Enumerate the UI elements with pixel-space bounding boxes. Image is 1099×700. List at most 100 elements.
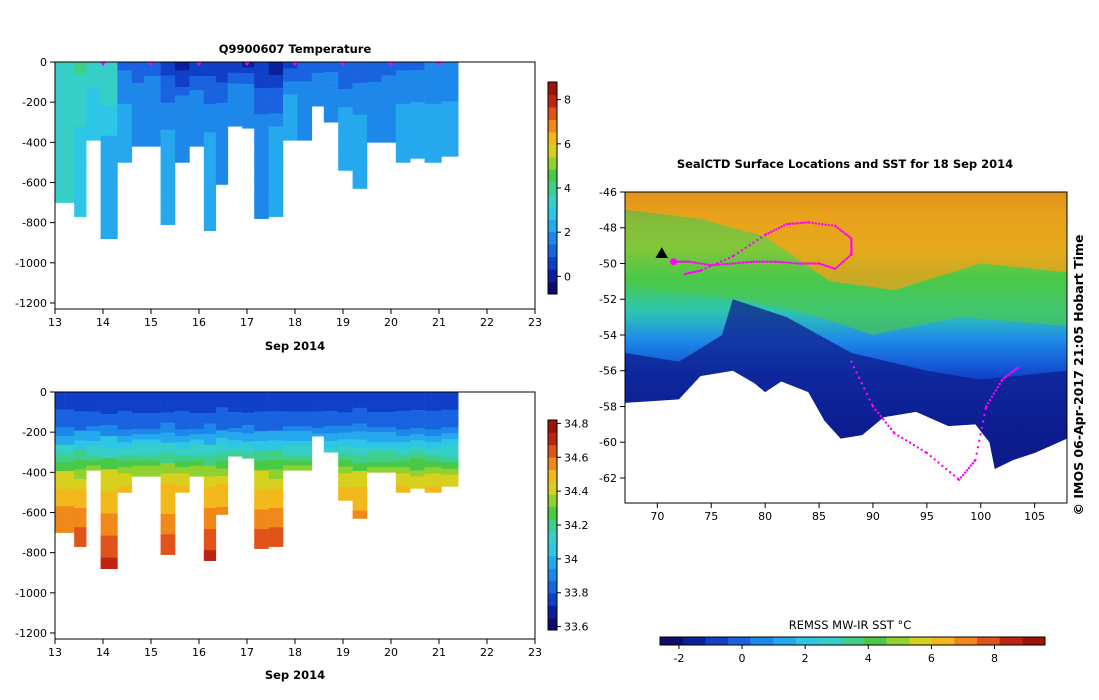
track-point (850, 360, 853, 363)
temperature-cell (323, 82, 339, 88)
colorbar-segment (548, 457, 557, 470)
salinity-cell (410, 428, 425, 435)
track-point (901, 436, 904, 440)
salinity-cell (424, 429, 442, 437)
temperature-cell (395, 95, 411, 105)
salinity-cell (117, 479, 133, 487)
salinity-cell (268, 507, 284, 518)
salinity-cell (55, 462, 65, 472)
salinity-cell (74, 527, 87, 538)
temperature-cell (227, 72, 243, 79)
colorbar-tick-label: 6 (928, 652, 935, 665)
track-point (769, 230, 773, 234)
salinity-cell (338, 493, 353, 501)
salinity-cell (395, 473, 411, 481)
salinity-cell (395, 392, 411, 399)
temperature-cell (86, 81, 101, 89)
salinity-cell (86, 450, 101, 456)
temperature-cell (311, 84, 325, 89)
temperature-cell (131, 62, 145, 70)
temperature-cell (64, 73, 75, 86)
temperature-cell (268, 139, 284, 153)
salinity-cell (203, 529, 217, 540)
temperature-cell (143, 132, 161, 140)
salinity-cell (86, 396, 101, 403)
salinity-cell (175, 423, 190, 430)
track-point (824, 223, 827, 226)
track-point (747, 261, 750, 264)
track-point (796, 222, 800, 225)
kerguelen-island-icon: ⛰ (655, 243, 669, 262)
salinity-cell (242, 433, 255, 438)
salinity-cell (381, 447, 397, 453)
salinity-cell (242, 408, 255, 414)
temperature-cell (227, 104, 243, 111)
temperature-cell (117, 95, 133, 105)
salinity-cell (352, 494, 368, 503)
salinity-cell (367, 452, 382, 458)
salinity-cell (143, 455, 161, 461)
temperature-cell (367, 82, 382, 90)
track-point (752, 241, 755, 244)
temperature-cell (410, 62, 425, 71)
track-point (850, 243, 853, 247)
temperature-cell (352, 62, 368, 73)
salinity-cell (268, 527, 284, 538)
salinity-cell (160, 483, 176, 494)
salinity-cell (189, 439, 205, 446)
salinity-cell (55, 409, 65, 419)
track-point (865, 392, 869, 396)
colorbar-segment (818, 637, 842, 645)
salinity-cell (338, 398, 353, 406)
temperature-cell (242, 100, 255, 107)
colorbar-segment (548, 605, 557, 619)
salinity-cell (441, 480, 459, 487)
salinity-cell (189, 413, 205, 419)
salinity-cell (215, 506, 229, 515)
track-point (1010, 370, 1014, 374)
salinity-cell (100, 546, 118, 558)
salinity-cell (352, 423, 368, 432)
y-tick-label: -400 (22, 466, 47, 479)
temperature-cell (323, 107, 339, 113)
salinity-cell (215, 437, 229, 446)
x-tick-label: 80 (758, 510, 772, 523)
salinity-cell (189, 402, 205, 409)
salinity-cell (215, 468, 229, 477)
salinity-cell (143, 392, 161, 398)
salinity-cell (55, 392, 65, 402)
salinity-cell (323, 392, 339, 397)
salinity-cell (297, 455, 313, 461)
y-tick-label: -1000 (15, 257, 47, 270)
track-point (817, 222, 821, 226)
salinity-cell (86, 416, 101, 422)
track-point (741, 261, 745, 264)
salinity-cell (338, 473, 353, 481)
salinity-cell (311, 405, 325, 409)
temperature-cell (131, 90, 145, 98)
track-point (811, 221, 814, 225)
profile-markers (100, 62, 442, 66)
track-point (779, 260, 783, 264)
salinity-cell (131, 423, 145, 430)
temperature-cell (410, 118, 425, 127)
salinity-cell (55, 479, 65, 489)
salinity-cell (395, 404, 411, 412)
track-point (992, 392, 996, 395)
track-point (740, 249, 744, 252)
salinity-cell (254, 450, 269, 461)
salinity-cell (203, 465, 217, 477)
salinity-cell (323, 395, 339, 400)
track-point (897, 434, 900, 437)
salinity-cell (297, 392, 313, 398)
track-point (739, 261, 742, 265)
track-point (698, 262, 702, 265)
salinity-cell (441, 427, 459, 434)
salinity-cell (86, 431, 101, 437)
track-point (734, 262, 737, 265)
temperature-cell (175, 154, 190, 163)
track-point (768, 260, 772, 263)
salinity-cell (227, 436, 243, 441)
salinity-cell (338, 405, 353, 413)
track-point (908, 441, 912, 444)
